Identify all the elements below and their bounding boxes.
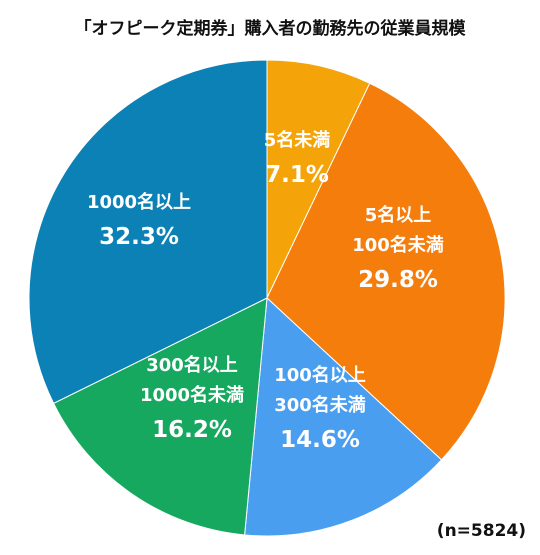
pie-slice-5 xyxy=(28,59,268,405)
slice-label-5-line-1: 1000名以上 xyxy=(87,191,191,213)
chart-title: 「オフピーク定期券」購入者の勤務先の従業員規模 xyxy=(74,19,466,39)
slice-label-3-line-2: 300名未満 xyxy=(274,394,366,416)
slice-label-3-line-1: 100名以上 xyxy=(274,364,366,386)
slice-value-2: 29.8% xyxy=(358,267,438,293)
pie-slice-3 xyxy=(244,296,443,537)
slice-value-5: 32.3% xyxy=(99,224,179,250)
sample-size-note: (n=5824) xyxy=(436,521,526,541)
slice-label-2-line-2: 100名未満 xyxy=(352,234,444,256)
slice-label-2-line-1: 5名以上 xyxy=(365,204,432,226)
slice-value-1: 7.1% xyxy=(265,162,329,188)
slice-value-3: 14.6% xyxy=(280,427,360,453)
slice-label-4-line-1: 300名以上 xyxy=(146,354,238,376)
pie-slice-2 xyxy=(266,82,506,461)
pie-slice-4 xyxy=(52,297,268,536)
pie-slice-1 xyxy=(266,59,371,299)
slice-value-4: 16.2% xyxy=(152,417,232,443)
slice-label-4-line-2: 1000名未満 xyxy=(140,384,244,406)
slice-label-1-line-1: 5名未満 xyxy=(264,129,331,151)
